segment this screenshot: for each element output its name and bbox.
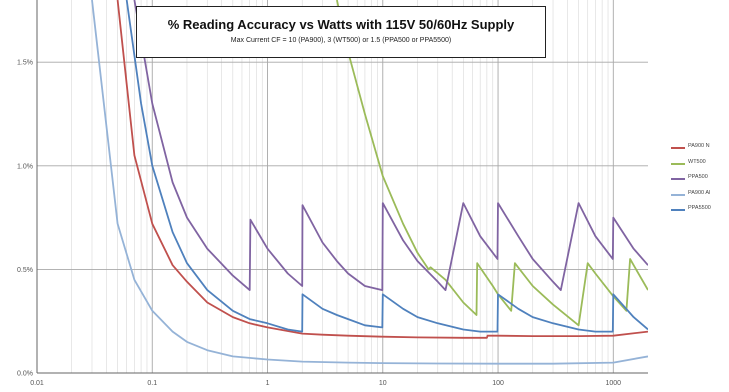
legend-item-pa900-al: PA900 Al — [671, 189, 729, 201]
chart-subtitle: Max Current CF = 10 (PA900), 3 (WT500) o… — [230, 37, 452, 44]
chart-title-box: % Reading Accuracy vs Watts with 115V 50… — [136, 6, 546, 58]
x-tick-label: 0.1 — [147, 380, 157, 387]
legend-label: PA900 N — [688, 143, 710, 149]
series-line-ppa5500 — [125, 0, 648, 333]
chart-title: % Reading Accuracy vs Watts with 115V 50… — [167, 17, 515, 32]
x-tick-label: 0.01 — [30, 380, 44, 387]
legend-swatch — [671, 147, 685, 149]
legend-label: WT500 — [688, 158, 706, 165]
x-tick-label: 10 — [379, 380, 387, 387]
legend-swatch — [671, 209, 685, 211]
chart-legend: PA900 N WT500 PPA500 PA900 Al PPA5500 — [671, 142, 729, 220]
series-lines — [91, 0, 648, 365]
series-line-wt500 — [336, 0, 648, 327]
y-tick-label: 0.0% — [17, 371, 33, 378]
legend-swatch — [671, 193, 685, 196]
legend-label: PPA500 — [688, 174, 708, 180]
x-tick-label: 1 — [266, 380, 270, 387]
series-line-pa900-n — [116, 0, 648, 339]
legend-item-ppa5500: PPA5500 — [671, 204, 729, 216]
x-tick-label: 100 — [492, 380, 504, 387]
legend-item-ppa500: PPA500 — [671, 173, 729, 185]
legend-item-wt500: WT500 — [671, 158, 729, 170]
legend-item-pa900-n: PA900 N — [671, 142, 729, 154]
y-tick-label: 0.5% — [17, 267, 33, 274]
series-line-ppa500 — [133, 0, 648, 292]
axes — [36, 0, 648, 374]
tick-labels: 0.01 0.1 1 10 100 1000 0.0% 0.5% 1.0% 1.5% — [17, 60, 621, 387]
legend-label: PA900 Al — [688, 189, 711, 196]
x-tick-label: 1000 — [606, 380, 622, 387]
legend-swatch — [671, 162, 685, 165]
y-tick-label: 1.0% — [17, 163, 33, 170]
series-line-pa900-al — [91, 0, 648, 365]
y-tick-label: 1.5% — [17, 60, 33, 67]
legend-swatch — [671, 178, 685, 180]
legend-label: PPA5500 — [688, 205, 711, 211]
